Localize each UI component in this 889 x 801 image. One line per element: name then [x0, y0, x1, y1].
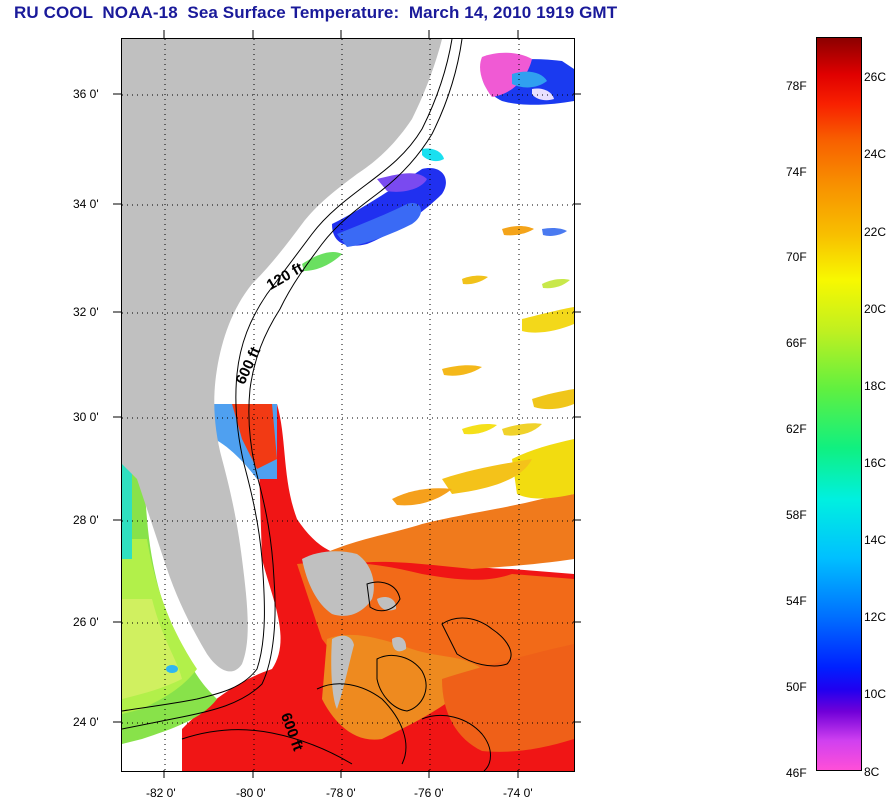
colorbar-f-66: 66F: [786, 336, 807, 350]
colorbar-c-26: 26C: [864, 70, 887, 84]
colorbar-c-18: 18C: [864, 379, 887, 393]
lon-label-74: -74 0': [503, 786, 533, 800]
lat-label-26: 26 0': [73, 615, 99, 629]
lat-label-28: 28 0': [73, 513, 99, 527]
graticule: [122, 39, 574, 771]
colorbar-f-62: 62F: [786, 422, 807, 436]
lon-label-76: -76 0': [414, 786, 444, 800]
colorbar-c-12: 12C: [864, 610, 887, 624]
temperature-colorbar: [816, 37, 862, 771]
colorbar-f-78: 78F: [786, 79, 807, 93]
sst-map-graphic: [122, 39, 574, 771]
lat-label-30: 30 0': [73, 410, 99, 424]
colorbar-f-46: 46F: [786, 766, 807, 780]
lat-label-32: 32 0': [73, 305, 99, 319]
colorbar-f-54: 54F: [786, 594, 807, 608]
colorbar-c-22: 22C: [864, 225, 887, 239]
colorbar-c-20: 20C: [864, 302, 887, 316]
sst-map: [121, 38, 575, 772]
colorbar-f-50: 50F: [786, 680, 807, 694]
land-mass: [122, 39, 442, 709]
map-title: RU COOL NOAA-18 Sea Surface Temperature:…: [14, 3, 618, 22]
lat-label-24: 24 0': [73, 715, 99, 729]
lat-label-36: 36 0': [73, 87, 99, 101]
colorbar-f-70: 70F: [786, 250, 807, 264]
colorbar-c-16: 16C: [864, 456, 887, 470]
colorbar-c-14: 14C: [864, 533, 887, 547]
colorbar-c-10: 10C: [864, 687, 887, 701]
depth-contours: [122, 39, 512, 771]
lat-label-34: 34 0': [73, 197, 99, 211]
lon-label-78: -78 0': [326, 786, 356, 800]
colorbar-c-8: 8C: [864, 765, 880, 779]
lon-label-80: -80 0': [236, 786, 266, 800]
lon-label-82: -82 0': [146, 786, 176, 800]
colorbar-c-24: 24C: [864, 147, 887, 161]
colorbar-f-74: 74F: [786, 165, 807, 179]
colorbar-f-58: 58F: [786, 508, 807, 522]
sst-data-layer: [122, 52, 574, 771]
